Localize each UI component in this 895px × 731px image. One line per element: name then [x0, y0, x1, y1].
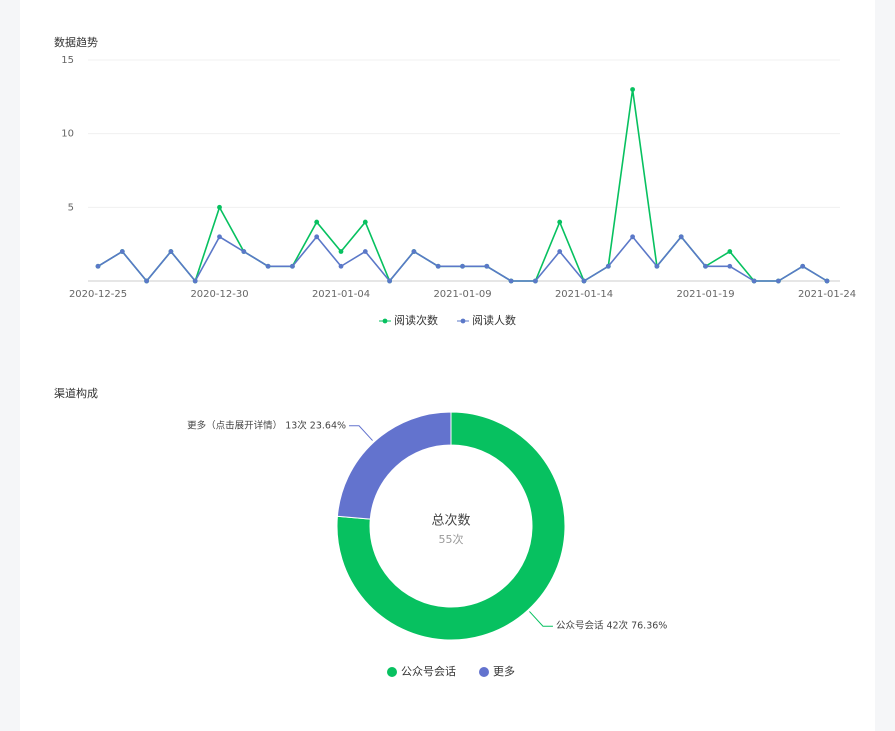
y-tick-label: 5 — [68, 202, 74, 213]
legend-marker — [460, 318, 466, 324]
point — [533, 278, 538, 284]
point — [508, 278, 514, 284]
point — [290, 263, 295, 269]
point — [557, 219, 563, 225]
point — [338, 263, 344, 269]
line-title: 数据趋势 — [54, 35, 98, 49]
point — [484, 263, 490, 269]
point — [630, 87, 635, 92]
point — [144, 278, 150, 284]
point — [557, 249, 563, 254]
legend-marker — [479, 667, 489, 677]
center-label: 55次 — [439, 532, 464, 546]
y-tick-label: 10 — [61, 129, 74, 140]
legend-label: 公众号会话 — [401, 665, 456, 678]
point — [95, 263, 101, 269]
point — [119, 249, 125, 254]
center-title: 总次数 — [431, 513, 470, 529]
point — [411, 249, 417, 254]
slice — [336, 411, 566, 641]
pie-title: 渠道构成 — [54, 386, 98, 400]
slice-label: 更多（点击展开详情） 13次 23.64% — [187, 419, 346, 431]
x-tick-label: 2020-12-30 — [190, 289, 248, 300]
x-tick-label: 2021-01-14 — [555, 289, 613, 300]
point — [630, 234, 635, 240]
point — [192, 278, 198, 284]
x-tick-label: 2021-01-19 — [676, 289, 734, 300]
point — [460, 263, 465, 269]
legend-label: 阅读人数 — [472, 313, 516, 327]
slice-label: 公众号会话 42次 76.36% — [556, 620, 667, 632]
x-tick-label: 2020-12-25 — [69, 289, 127, 300]
point — [727, 249, 733, 254]
point — [362, 249, 368, 254]
point — [338, 249, 344, 254]
y-tick-label: 15 — [61, 55, 74, 66]
point — [314, 234, 320, 240]
leader-line — [529, 611, 553, 627]
point — [387, 278, 392, 284]
x-tick-label: 2021-01-24 — [798, 289, 856, 300]
legend-label: 阅读次数 — [394, 313, 438, 327]
x-tick-label: 2021-01-09 — [433, 289, 491, 300]
point — [314, 219, 320, 225]
point — [362, 219, 368, 225]
point — [751, 278, 757, 284]
leader-line — [349, 425, 373, 441]
legend-marker — [387, 667, 397, 677]
point — [435, 263, 441, 269]
point — [217, 204, 222, 210]
point — [776, 278, 781, 284]
point — [168, 249, 174, 254]
point — [824, 278, 830, 284]
point — [654, 263, 660, 269]
slice — [336, 411, 452, 520]
point — [581, 278, 587, 284]
point — [703, 263, 708, 269]
point — [800, 263, 806, 269]
legend-marker — [382, 318, 388, 324]
point — [605, 263, 611, 269]
x-tick-label: 2021-01-04 — [312, 289, 370, 300]
point — [727, 263, 733, 269]
legend-label: 更多 — [493, 664, 515, 678]
point — [241, 249, 247, 254]
point — [678, 234, 684, 240]
point — [217, 234, 222, 240]
point — [265, 263, 271, 269]
